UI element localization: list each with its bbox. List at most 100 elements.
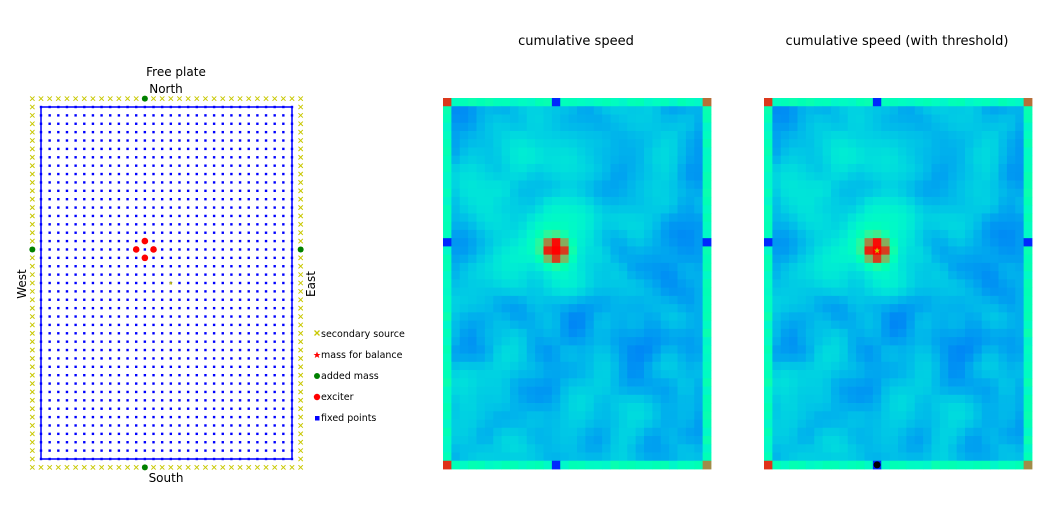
heatmap-cell — [864, 411, 874, 420]
heatmap-cell — [923, 353, 932, 363]
heatmap-cell — [898, 155, 907, 165]
fixed-point-marker — [195, 399, 198, 402]
heatmap-cell — [685, 262, 695, 272]
heatmap-cell — [543, 271, 553, 280]
heatmap-cell — [468, 163, 477, 173]
heatmap-cell — [906, 188, 916, 198]
heatmap-cell — [898, 180, 907, 190]
heatmap-cell — [822, 419, 832, 429]
secondary-source-marker — [29, 406, 35, 412]
fixed-point-marker — [169, 181, 173, 184]
fixed-point-marker — [160, 223, 164, 226]
heatmap-cell — [484, 155, 494, 165]
heatmap-cell — [510, 254, 519, 264]
heatmap-cell — [535, 394, 544, 404]
heatmap-cell — [780, 271, 790, 280]
heatmap-cell — [889, 188, 899, 198]
heatmap-cell — [627, 427, 637, 437]
fixed-point-marker — [195, 382, 198, 385]
fixed-point-marker — [186, 130, 190, 134]
heatmap-cell — [677, 188, 687, 198]
heatmap-cell — [981, 163, 991, 173]
heatmap-cell — [660, 155, 670, 165]
heatmap-cell — [822, 403, 832, 412]
fixed-point-marker — [143, 130, 147, 134]
fixed-point-marker — [57, 298, 60, 301]
fixed-point-marker — [100, 332, 103, 335]
fixed-point-marker — [74, 239, 77, 243]
heatmap-cell — [814, 122, 824, 132]
heatmap-cell — [618, 271, 628, 280]
heatmap-cell — [493, 130, 503, 140]
heatmap-cell — [468, 106, 477, 115]
fixed-point-marker — [204, 390, 207, 394]
heatmap-cell — [518, 139, 528, 148]
heatmap-cell — [493, 205, 503, 214]
fixed-point-marker — [230, 122, 233, 125]
heatmap-cell — [602, 262, 611, 272]
heatmap-cell — [610, 353, 620, 363]
fixed-point-marker — [256, 365, 259, 369]
heatmap-cell — [644, 130, 653, 140]
heatmap-cell — [981, 353, 991, 363]
heatmap-cell — [518, 394, 528, 404]
fixed-point-marker — [247, 332, 250, 335]
heatmap-cell — [981, 106, 991, 115]
fixed-point-marker — [39, 332, 43, 335]
heatmap-cell — [931, 114, 941, 124]
heatmap-cell — [948, 130, 958, 140]
heatmap-cell — [635, 98, 645, 107]
heatmap-cell — [1015, 337, 1025, 346]
fixed-point-marker — [135, 365, 138, 369]
fixed-point-marker — [83, 399, 86, 402]
heatmap-cell — [814, 246, 824, 256]
fixed-point-marker — [126, 373, 129, 377]
heatmap-cell — [510, 295, 519, 305]
heatmap-cell — [526, 353, 536, 363]
heatmap-cell — [510, 320, 519, 330]
fixed-point-marker — [247, 256, 250, 260]
fixed-point-marker — [221, 223, 224, 226]
heatmap-cell — [939, 139, 949, 148]
fixed-point-marker — [186, 357, 190, 360]
heatmap-cell — [702, 320, 712, 330]
fixed-point-marker — [143, 105, 147, 109]
heatmap-cell — [789, 155, 798, 165]
heatmap-cell — [660, 180, 670, 190]
heatmap-cell — [610, 122, 620, 132]
fixed-point-marker — [178, 373, 181, 377]
fixed-point-marker — [264, 164, 268, 167]
heatmap-cell — [1015, 386, 1025, 396]
secondary-source-marker — [124, 96, 131, 102]
heatmap-cell — [1023, 139, 1033, 148]
fixed-point-marker — [117, 424, 121, 427]
fixed-point-marker — [195, 239, 198, 243]
heatmap-cell — [468, 287, 477, 297]
fixed-point-marker — [290, 256, 294, 260]
heatmap-cell — [881, 130, 891, 140]
heatmap-cell — [560, 147, 570, 157]
heatmap-cell — [847, 98, 857, 107]
heatmap-cell — [931, 436, 941, 445]
heatmap-cell — [1015, 172, 1025, 181]
fixed-point-marker — [160, 265, 164, 268]
heatmap-cell — [847, 114, 857, 124]
fixed-point-marker — [221, 340, 224, 343]
heatmap-cell — [864, 229, 874, 239]
fixed-point-marker — [91, 105, 95, 109]
heatmap-cell — [889, 246, 899, 256]
heatmap-cell — [956, 205, 966, 214]
heatmap-cell — [814, 238, 824, 247]
fixed-point-marker — [100, 181, 103, 184]
fixed-point-marker — [186, 231, 190, 234]
heatmap-cell — [510, 262, 519, 272]
heatmap-cell — [831, 328, 840, 338]
heatmap-cell — [677, 287, 687, 297]
heatmap-cell — [1023, 361, 1033, 371]
heatmap-cell — [610, 403, 620, 412]
heatmap-cell — [610, 444, 620, 453]
heatmap-cell — [889, 295, 899, 305]
heatmap-cell — [568, 205, 578, 214]
fixed-point-marker — [290, 130, 294, 134]
heatmap-cell — [627, 353, 637, 363]
